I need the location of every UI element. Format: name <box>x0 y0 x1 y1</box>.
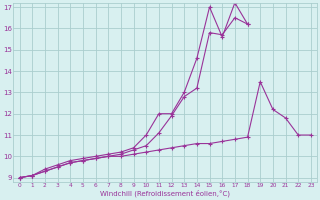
X-axis label: Windchill (Refroidissement éolien,°C): Windchill (Refroidissement éolien,°C) <box>100 190 230 197</box>
